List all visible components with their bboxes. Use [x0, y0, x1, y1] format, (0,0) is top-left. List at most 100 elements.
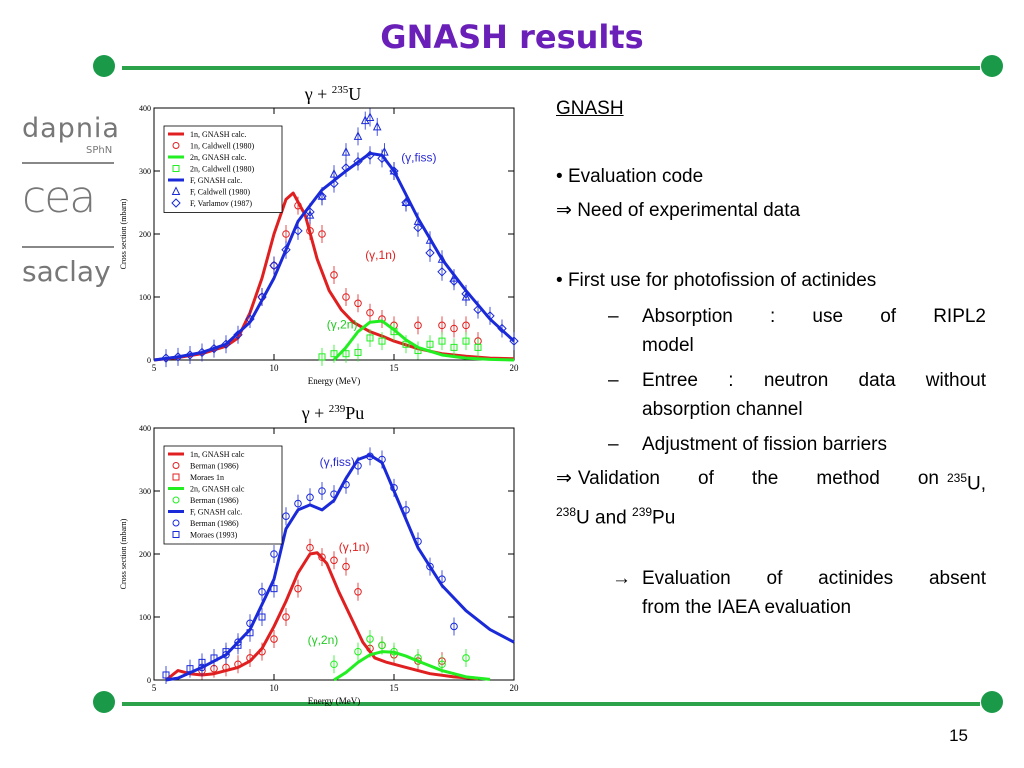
legend-label: Berman (1986) [190, 496, 239, 505]
dash-icon: – [608, 370, 619, 391]
y-tick-label: 200 [139, 550, 151, 559]
data-point [389, 166, 399, 176]
data-point [210, 654, 218, 662]
cea-logo: cea [22, 172, 96, 223]
data-point [318, 353, 326, 361]
data-point [425, 248, 435, 258]
y-tick-label: 100 [139, 613, 151, 622]
implies-icon: ⇒ [556, 468, 572, 489]
legend-label: 2n, GNASH calc [190, 485, 245, 494]
data-point [438, 337, 446, 345]
legend-label: Berman (1986) [190, 462, 239, 471]
chart1-title: γ + 235U [304, 84, 362, 104]
y-axis-label: Cross section (mbarn) [119, 518, 128, 589]
data-point [306, 543, 314, 552]
data-point [282, 512, 290, 520]
data-point [366, 635, 374, 643]
chart2-title: γ + 239Pu [301, 403, 365, 423]
data-point [269, 260, 279, 271]
legend-label: Moraes (1993) [190, 531, 238, 540]
data-point [380, 146, 389, 156]
data-point [366, 308, 374, 317]
data-point [474, 343, 482, 351]
data-point [293, 226, 303, 236]
annotation-label: (γ,2n) [308, 633, 339, 647]
y-tick-label: 200 [139, 230, 151, 239]
data-point [413, 222, 423, 233]
bottom-rule [122, 702, 980, 706]
logo-divider-2 [22, 246, 114, 248]
data-point [341, 163, 351, 173]
annotation-label: (γ,fiss) [401, 151, 436, 165]
conclusion: → Evaluation of actinides absent from th… [556, 564, 986, 622]
data-point [497, 323, 507, 334]
data-point [306, 227, 314, 235]
bullet-first-use: • First use for photofission of actinide… [556, 270, 877, 291]
series-line [153, 151, 516, 362]
legend-swatch [171, 186, 181, 195]
data-point [354, 647, 362, 656]
data-point [390, 484, 398, 492]
y-axis-label: Cross section (mbarn) [119, 198, 128, 269]
x-tick-label: 20 [510, 683, 520, 693]
sphn-logo-text: SPhN [86, 145, 113, 156]
data-point [282, 613, 290, 621]
data-point [258, 613, 266, 621]
data-point [425, 235, 435, 244]
top-rule [122, 66, 980, 70]
data-point [221, 339, 231, 349]
annotation-label: (γ,fiss) [320, 455, 355, 469]
implies-icon: ⇒ [556, 200, 572, 221]
data-point [197, 347, 207, 358]
annotation-label: (γ,1n) [339, 540, 370, 554]
data-point [222, 648, 230, 656]
legend-box [163, 125, 283, 213]
data-point [318, 230, 326, 238]
bottom-left-dot [93, 691, 115, 713]
legend-label: F, GNASH calc. [190, 508, 242, 517]
data-point [473, 304, 483, 315]
data-point [234, 641, 242, 649]
y-tick-label: 0 [147, 356, 151, 365]
data-point [330, 271, 338, 279]
data-point [318, 487, 326, 495]
data-point [438, 321, 446, 330]
data-point [390, 328, 398, 336]
legend-swatch [172, 142, 180, 149]
data-point [438, 575, 446, 583]
bullet-dot: • [556, 270, 563, 291]
data-point [414, 347, 422, 355]
data-point [437, 267, 447, 277]
data-point [329, 178, 339, 189]
data-point [161, 353, 171, 363]
data-point [414, 537, 422, 546]
data-point [186, 665, 194, 673]
data-point [305, 207, 315, 217]
x-tick-label: 5 [152, 683, 157, 693]
data-point [342, 480, 350, 489]
data-point [449, 276, 459, 286]
data-point [378, 641, 386, 650]
legend-label: F, Caldwell (1980) [190, 188, 250, 197]
data-point [462, 337, 470, 345]
data-point [365, 112, 375, 121]
data-point [485, 311, 495, 321]
data-point [209, 343, 219, 354]
data-point [462, 654, 470, 662]
data-point [185, 350, 195, 360]
data-point [198, 658, 206, 666]
data-point [414, 654, 422, 662]
top-left-dot [93, 55, 115, 77]
data-point [173, 352, 183, 362]
legend-swatch [172, 473, 180, 481]
data-point [365, 150, 375, 160]
data-point [330, 660, 338, 669]
x-tick-label: 15 [390, 363, 400, 373]
dapnia-logo: dapnia [22, 113, 120, 144]
legend-label: F, GNASH calc. [190, 176, 242, 185]
data-point [426, 562, 434, 571]
bottom-right-dot [981, 691, 1003, 713]
legend-label: Berman (1986) [190, 519, 239, 528]
